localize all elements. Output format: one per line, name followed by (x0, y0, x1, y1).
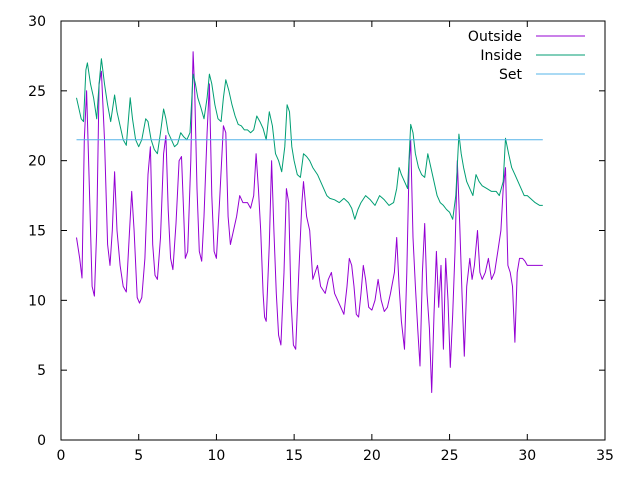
x-tick-label: 35 (596, 448, 614, 464)
x-tick-label: 20 (363, 448, 381, 464)
x-tick-label: 5 (134, 448, 143, 464)
x-tick-label: 25 (441, 448, 459, 464)
x-tick-label: 15 (285, 448, 303, 464)
y-tick-label: 5 (37, 363, 46, 379)
series-layer (76, 51, 543, 393)
axis-ticks: 0 5 10 15 20 25 30 35 0 5 10 15 20 25 30 (28, 14, 614, 464)
y-tick-label: 25 (28, 84, 46, 100)
legend-label-set: Set (499, 67, 523, 83)
series-line-outside (76, 51, 543, 393)
plot-frame (60, 20, 606, 441)
legend-label-outside: Outside (468, 29, 522, 45)
y-tick-label: 10 (28, 293, 46, 309)
y-tick-label: 20 (28, 154, 46, 170)
y-tick-label: 30 (28, 14, 46, 30)
y-tick-label: 0 (37, 433, 46, 449)
x-tick-label: 30 (518, 448, 536, 464)
x-tick-label: 10 (208, 448, 226, 464)
legend-label-inside: Inside (480, 48, 522, 64)
series-line-inside (76, 58, 543, 220)
x-tick-label: 0 (57, 448, 66, 464)
y-tick-label: 15 (28, 224, 46, 240)
legend: Outside Inside Set (468, 29, 585, 83)
